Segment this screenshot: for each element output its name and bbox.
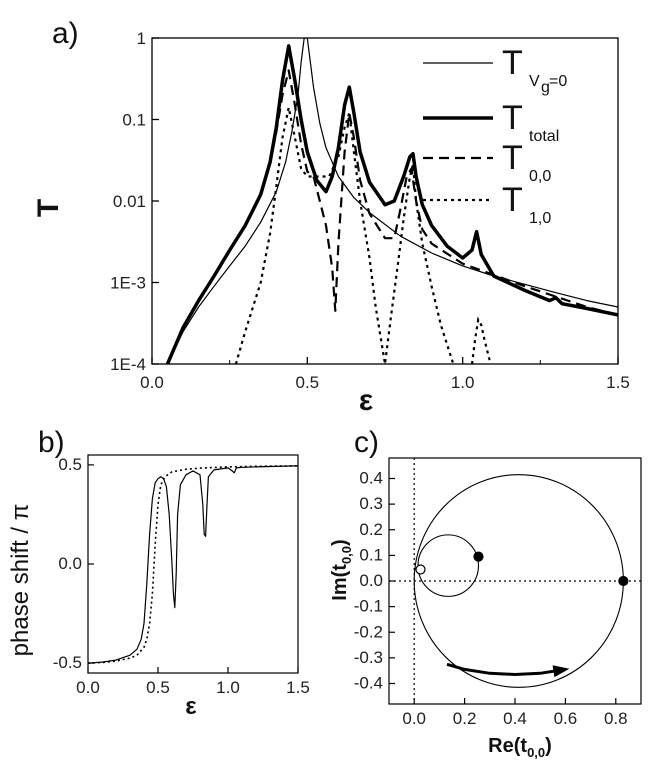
legend-label-vg0-sub3: =0 <box>549 73 567 90</box>
panel-c-xlabel-close: ) <box>545 735 552 757</box>
panel-c-ytick-label: 0.3 <box>359 494 383 513</box>
panel-c-ytick-label: -0.1 <box>354 597 383 616</box>
panel-c-ylabel-sub: 0,0 <box>339 546 354 564</box>
panel-a-ytick-label: 1E-4 <box>110 355 146 374</box>
filled-marker-large <box>618 575 629 587</box>
panel-b-ytick-label: -0.5 <box>53 653 82 672</box>
panel-a-xtick-label: 0.5 <box>296 373 320 392</box>
phase-line-0 <box>87 465 299 664</box>
phase-line-1 <box>87 465 299 664</box>
panel-a: 0.0 0.5 1.0 1.5 1E-4 1E-3 0.01 0.1 1 <box>110 29 630 392</box>
panel-c-xlabel: Re(t0,0) <box>488 735 552 760</box>
panel-b-label: b) <box>38 426 65 459</box>
panel-c-ytick-label: -0.3 <box>354 648 383 667</box>
panel-b-xtick-label: 0.0 <box>76 678 100 697</box>
panel-b-ytick-label: 0.0 <box>58 554 82 573</box>
panel-a-xtick-label: 1.0 <box>451 373 475 392</box>
panel-c-ytick-label: 0.4 <box>359 469 383 488</box>
panel-a-series-group <box>165 38 618 364</box>
legend-a: T V g =0 T total T 0,0 T 1,0 <box>423 44 567 227</box>
panel-c: 0.0 0.2 0.4 0.6 0.8 -0.4 -0.3 -0.2 -0.1 0.0 0.1 0.2… <box>354 457 642 728</box>
series-line-3-segment2 <box>470 316 492 364</box>
panel-a-xlabel: ε <box>359 384 373 417</box>
panel-c-ytick-label: -0.2 <box>354 622 383 641</box>
legend-label-vg0-sub2: g <box>541 79 550 96</box>
panel-a-ytick-label: 0.1 <box>122 111 146 130</box>
legend-label-vg0-sub: V <box>529 73 540 90</box>
panel-b-ytick-label: 0.5 <box>58 455 82 474</box>
panel-c-ylabel: Im(t0,0) <box>329 539 354 600</box>
panel-a-ylabel: T <box>32 199 65 217</box>
series-line-3 <box>234 106 455 364</box>
filled-marker-small <box>473 551 484 562</box>
panel-a-xtick-label: 0.0 <box>140 373 164 392</box>
panel-c-ylabel-main: Im(t <box>329 564 351 601</box>
legend-label-00-sub: 0,0 <box>529 168 551 185</box>
series-line-2 <box>166 69 618 364</box>
series-line-0 <box>166 38 618 364</box>
panel-c-xlabel-sub: 0,0 <box>527 745 545 760</box>
panel-c-ytick-label: 0.1 <box>359 545 383 564</box>
panel-c-xtick-label: 0.4 <box>503 709 527 728</box>
series-line-1 <box>165 44 618 364</box>
panel-b-xlabel: ε <box>185 693 196 720</box>
panel-b-xtick-label: 1.0 <box>216 678 240 697</box>
small-circle <box>417 534 480 597</box>
legend-label-10-main: T <box>502 181 523 219</box>
panel-b-xtick-label: 1.5 <box>286 678 310 697</box>
open-marker <box>415 564 426 575</box>
panel-c-ytick-label: -0.4 <box>354 674 383 693</box>
legend-label-total-main: T <box>502 99 523 137</box>
panel-c-ytick-label: 0.0 <box>359 571 383 590</box>
rotation-arrow-head <box>552 665 570 678</box>
rotation-arrow <box>446 662 566 677</box>
panel-a-ytick-label: 1 <box>137 29 146 48</box>
panel-c-ylabel-close: ) <box>329 539 351 546</box>
panel-c-xlabel-main: Re(t <box>488 735 527 757</box>
legend-label-vg0-main: T <box>502 44 523 82</box>
panel-b-ylabel: phase shift / π <box>7 504 34 657</box>
panel-c-ytick-label: 0.2 <box>359 520 383 539</box>
legend-label-10-sub: 1,0 <box>529 210 551 227</box>
panel-a-ytick-label: 0.01 <box>113 192 146 211</box>
panel-b-frame <box>87 454 299 674</box>
panel-c-label: c) <box>354 426 379 459</box>
panel-a-ytick-label: 1E-3 <box>110 274 146 293</box>
panel-c-xtick-label: 0.2 <box>453 709 477 728</box>
panel-c-xtick-label: 0.0 <box>402 709 426 728</box>
panel-a-label: a) <box>52 17 79 50</box>
panel-b: 0.0 0.5 1.0 1.5 -0.5 0.0 0.5 <box>53 454 310 697</box>
legend-label-00-main: T <box>502 139 523 177</box>
panel-c-xtick-label: 0.8 <box>604 709 628 728</box>
panel-c-xtick-label: 0.6 <box>554 709 578 728</box>
panel-a-xtick-label: 1.5 <box>606 373 630 392</box>
legend-label-total-sub: total <box>529 128 559 145</box>
panel-b-xtick-label: 0.5 <box>146 678 170 697</box>
